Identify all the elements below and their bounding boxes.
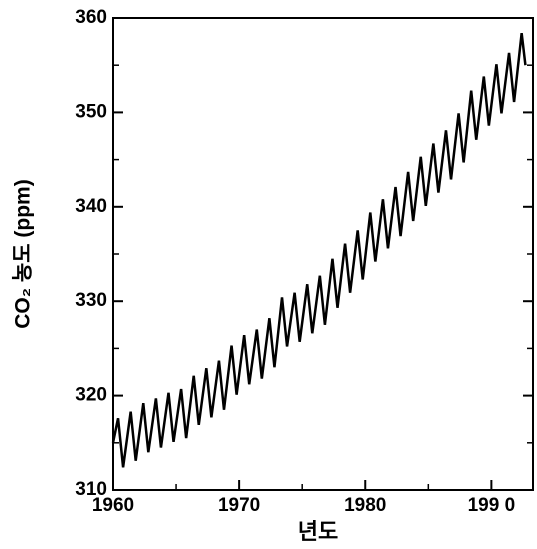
x-tick-label: 1960: [92, 495, 134, 516]
y-tick-label: 350: [75, 101, 107, 122]
data-line: [111, 32, 527, 468]
y-axis-label: CO₂ 농도 (ppm): [12, 179, 35, 328]
x-axis-label: 년도: [298, 519, 338, 544]
y-tick-label: 360: [75, 7, 107, 28]
y-tick-label: 320: [75, 385, 107, 406]
x-tick-label: 1970: [218, 495, 260, 516]
x-tick-label: 1980: [344, 495, 386, 516]
y-tick-label: 310: [75, 479, 107, 500]
x-tick-label: 199 0: [468, 495, 516, 516]
y-tick-label: 340: [75, 196, 107, 217]
y-tick-label: 330: [75, 290, 107, 311]
